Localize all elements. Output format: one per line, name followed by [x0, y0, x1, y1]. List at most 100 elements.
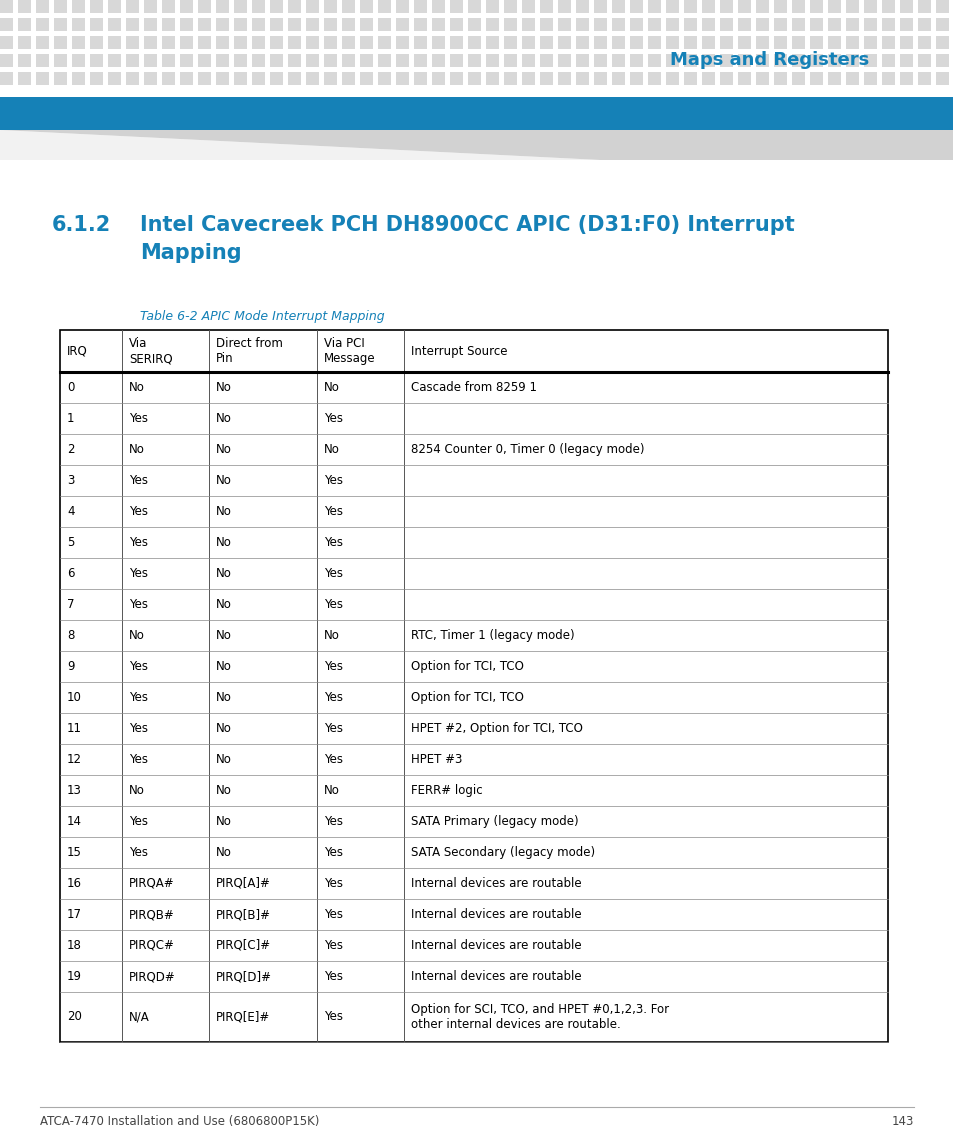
Text: 6: 6 [67, 567, 74, 581]
Bar [0, 18, 13, 31]
Bar [36, 18, 49, 31]
Bar [198, 35, 211, 49]
Bar [108, 72, 121, 85]
Bar [809, 18, 822, 31]
Bar [36, 54, 49, 68]
Text: Yes: Yes [323, 505, 342, 518]
Bar [773, 18, 786, 31]
Bar [395, 0, 409, 13]
Text: No: No [215, 690, 232, 704]
Bar [720, 35, 732, 49]
Bar [612, 72, 624, 85]
Text: Mapping: Mapping [140, 243, 241, 263]
Bar [270, 18, 283, 31]
Text: No: No [323, 443, 339, 456]
Text: 17: 17 [67, 908, 82, 921]
Bar [108, 54, 121, 68]
Bar [162, 18, 174, 31]
Text: 8: 8 [67, 629, 74, 642]
Bar [126, 54, 139, 68]
Bar [450, 54, 462, 68]
Bar [144, 0, 157, 13]
Bar [54, 18, 67, 31]
Bar [252, 54, 265, 68]
Bar [414, 35, 427, 49]
Bar [341, 54, 355, 68]
Bar [899, 72, 912, 85]
Text: PIRQA#: PIRQA# [129, 877, 174, 890]
Text: PIRQ[E]#: PIRQ[E]# [215, 1011, 270, 1024]
Text: PIRQ[A]#: PIRQ[A]# [215, 877, 271, 890]
Bar [647, 0, 660, 13]
Bar [576, 18, 588, 31]
Bar [18, 35, 30, 49]
Bar [809, 72, 822, 85]
Bar [359, 35, 373, 49]
Bar [180, 18, 193, 31]
Bar [341, 72, 355, 85]
Bar [215, 72, 229, 85]
Text: Yes: Yes [323, 815, 342, 828]
Bar [359, 54, 373, 68]
Text: IRQ: IRQ [67, 345, 88, 357]
Bar [791, 18, 804, 31]
Bar [90, 72, 103, 85]
Bar [791, 35, 804, 49]
Bar [521, 72, 535, 85]
Bar [233, 54, 247, 68]
Bar [558, 0, 571, 13]
Text: Option for SCI, TCO, and HPET #0,1,2,3. For
other internal devices are routable.: Option for SCI, TCO, and HPET #0,1,2,3. … [410, 1003, 668, 1032]
Text: SATA Secondary (legacy mode): SATA Secondary (legacy mode) [410, 846, 594, 859]
Bar [845, 0, 858, 13]
Text: 9: 9 [67, 660, 74, 673]
Bar [683, 72, 697, 85]
Bar [882, 72, 894, 85]
Bar [612, 0, 624, 13]
Bar [468, 54, 480, 68]
Text: 0: 0 [67, 381, 74, 394]
Bar [270, 54, 283, 68]
Bar [198, 54, 211, 68]
Text: N/A: N/A [129, 1011, 150, 1024]
Bar [126, 35, 139, 49]
Bar [773, 35, 786, 49]
Text: No: No [215, 474, 232, 487]
Bar [594, 54, 606, 68]
Bar [432, 35, 444, 49]
Bar [306, 18, 318, 31]
Bar [738, 0, 750, 13]
Bar [701, 18, 714, 31]
Text: No: No [215, 505, 232, 518]
Text: No: No [129, 381, 145, 394]
Text: Yes: Yes [129, 690, 148, 704]
Text: No: No [215, 443, 232, 456]
Bar [180, 35, 193, 49]
Bar [539, 18, 553, 31]
Bar [917, 0, 930, 13]
Bar [252, 18, 265, 31]
Text: 7: 7 [67, 598, 74, 611]
Text: 13: 13 [67, 784, 82, 797]
Bar [809, 35, 822, 49]
Text: 6.1.2: 6.1.2 [52, 215, 112, 235]
Bar [899, 0, 912, 13]
Bar [558, 18, 571, 31]
Text: 11: 11 [67, 722, 82, 735]
Bar [683, 54, 697, 68]
Text: Yes: Yes [323, 722, 342, 735]
Text: 18: 18 [67, 939, 82, 951]
Bar [341, 18, 355, 31]
Bar [503, 72, 517, 85]
Text: Yes: Yes [323, 412, 342, 425]
Bar [594, 18, 606, 31]
Bar [827, 35, 841, 49]
Bar [558, 72, 571, 85]
Bar [594, 72, 606, 85]
Bar [71, 72, 85, 85]
Bar [863, 18, 876, 31]
Bar [108, 35, 121, 49]
Bar [60, 330, 887, 1042]
Bar [827, 54, 841, 68]
Text: 20: 20 [67, 1011, 82, 1024]
Bar [341, 35, 355, 49]
